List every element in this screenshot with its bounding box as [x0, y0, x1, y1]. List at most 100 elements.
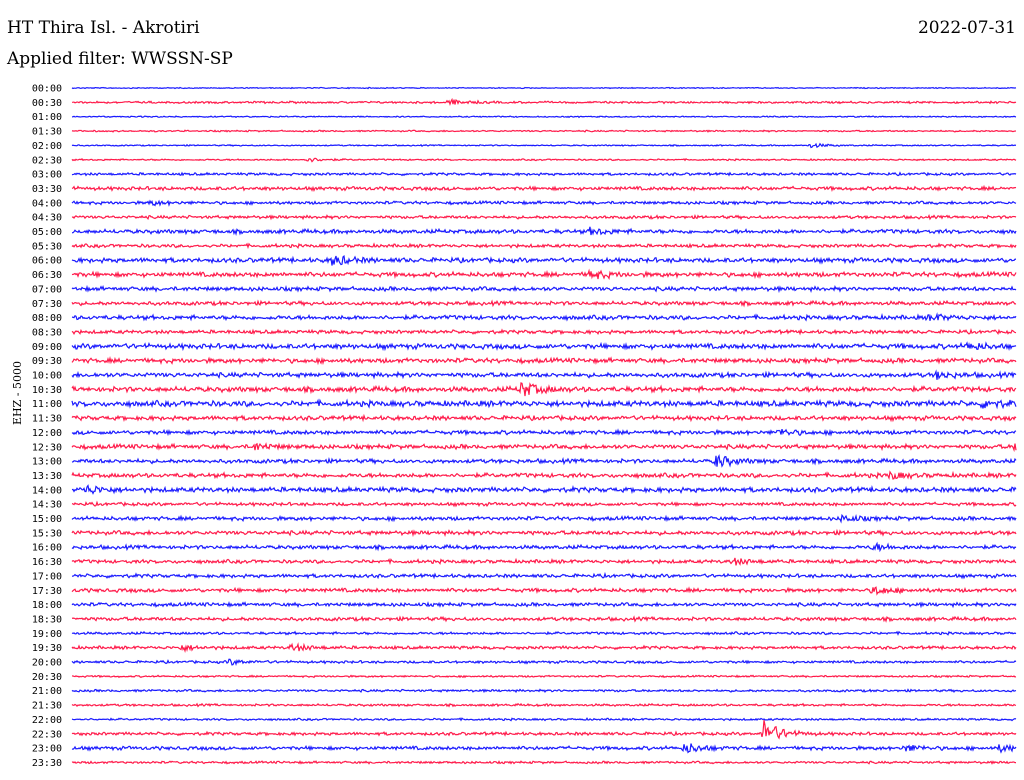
trace-row-0130: [71, 129, 1017, 133]
trace-row-0200: [71, 142, 1017, 149]
time-tick-label: 09:30: [32, 356, 62, 367]
trace-row-2100: [71, 688, 1017, 694]
trace-row-0230: [71, 157, 1017, 163]
time-tick-label: 07:00: [32, 284, 62, 295]
time-tick-label: 05:00: [32, 227, 62, 238]
trace-row-1400: [71, 484, 1017, 495]
time-tick-label: 14:30: [32, 500, 62, 511]
trace-row-0430: [71, 213, 1017, 221]
trace-row-0900: [71, 341, 1017, 352]
trace-row-1700: [71, 571, 1017, 580]
filter-label: Applied filter: WWSSN-SP: [7, 49, 233, 69]
trace-row-1930: [71, 642, 1017, 653]
time-tick-label: 20:00: [32, 658, 62, 669]
time-tick-label: 23:00: [32, 744, 62, 755]
time-tick-label: 03:30: [32, 184, 62, 195]
trace-row-0100: [71, 115, 1017, 119]
time-tick-label: 10:30: [32, 385, 62, 396]
seismogram-traces: [71, 86, 1017, 765]
trace-row-1030: [71, 382, 1017, 397]
trace-row-0700: [71, 284, 1017, 294]
trace-row-0830: [71, 327, 1017, 336]
time-tick-label: 16:00: [32, 543, 62, 554]
time-tick-label: 15:30: [32, 528, 62, 539]
time-tick-labels: 00:00 00:30 01:00 01:30 02:00 02:30 03:00 03:30…: [32, 84, 62, 769]
trace-row-2230: [71, 720, 1017, 740]
time-tick-label: 14:00: [32, 485, 62, 496]
time-tick-label: 11:00: [32, 399, 62, 410]
trace-row-0930: [71, 355, 1017, 366]
trace-row-0400: [71, 199, 1017, 207]
trace-row-1130: [71, 413, 1017, 423]
trace-row-0500: [71, 226, 1017, 236]
trace-row-1230: [71, 442, 1017, 453]
time-tick-label: 06:30: [32, 270, 62, 281]
trace-row-1830: [71, 615, 1017, 623]
trace-row-0300: [71, 171, 1017, 177]
trace-row-1100: [71, 398, 1017, 410]
time-tick-label: 01:00: [32, 112, 62, 123]
time-tick-label: 01:30: [32, 127, 62, 138]
trace-row-0030: [71, 97, 1017, 106]
trace-row-1530: [71, 528, 1017, 538]
time-tick-label: 20:30: [32, 672, 62, 683]
time-tick-label: 23:30: [32, 758, 62, 769]
time-tick-label: 13:00: [32, 457, 62, 468]
trace-row-1730: [71, 586, 1017, 596]
time-tick-label: 04:00: [32, 198, 62, 209]
time-tick-label: 18:30: [32, 614, 62, 625]
time-tick-label: 09:00: [32, 342, 62, 353]
time-tick-label: 03:00: [32, 170, 62, 181]
time-tick-label: 17:00: [32, 571, 62, 582]
time-tick-label: 18:00: [32, 600, 62, 611]
trace-row-2200: [71, 717, 1017, 722]
time-tick-label: 21:30: [32, 701, 62, 712]
time-tick-label: 07:30: [32, 299, 62, 310]
time-tick-label: 15:00: [32, 514, 62, 525]
trace-row-1600: [71, 541, 1017, 553]
time-tick-label: 19:00: [32, 629, 62, 640]
time-tick-label: 12:30: [32, 442, 62, 453]
trace-row-1430: [71, 500, 1017, 508]
time-tick-label: 11:30: [32, 414, 62, 425]
time-tick-label: 22:30: [32, 729, 62, 740]
trace-row-1900: [71, 630, 1017, 636]
trace-row-2300: [71, 743, 1017, 754]
trace-row-1330: [71, 470, 1017, 481]
time-tick-label: 02:00: [32, 141, 62, 152]
time-tick-label: 02:30: [32, 155, 62, 166]
trace-row-1200: [71, 428, 1017, 437]
time-tick-label: 00:30: [32, 98, 62, 109]
trace-row-0730: [71, 299, 1017, 308]
time-tick-label: 22:00: [32, 715, 62, 726]
time-tick-label: 08:30: [32, 327, 62, 338]
time-tick-label: 17:30: [32, 586, 62, 597]
time-tick-label: 05:30: [32, 241, 62, 252]
trace-row-0600: [71, 255, 1017, 266]
trace-row-2000: [71, 658, 1017, 666]
time-tick-label: 12:00: [32, 428, 62, 439]
record-date: 2022-07-31: [917, 18, 1016, 38]
trace-row-2330: [71, 760, 1017, 765]
time-tick-label: 08:00: [32, 313, 62, 324]
station-title: HT Thira Isl. - Akrotiri: [7, 18, 200, 38]
trace-row-0000: [71, 86, 1017, 90]
trace-row-0330: [71, 184, 1017, 192]
trace-row-1300: [71, 453, 1017, 468]
trace-row-1800: [71, 601, 1017, 609]
time-tick-label: 06:00: [32, 256, 62, 267]
trace-row-2030: [71, 674, 1017, 679]
trace-row-1630: [71, 557, 1017, 566]
time-tick-label: 04:30: [32, 213, 62, 224]
time-tick-label: 00:00: [32, 84, 62, 95]
trace-row-0530: [71, 242, 1017, 250]
time-tick-label: 10:00: [32, 371, 62, 382]
time-tick-label: 21:00: [32, 686, 62, 697]
trace-row-0630: [71, 268, 1017, 280]
trace-row-1000: [71, 369, 1017, 380]
time-tick-label: 13:30: [32, 471, 62, 482]
time-tick-label: 19:30: [32, 643, 62, 654]
trace-row-0800: [71, 312, 1017, 322]
trace-row-2130: [71, 702, 1017, 708]
